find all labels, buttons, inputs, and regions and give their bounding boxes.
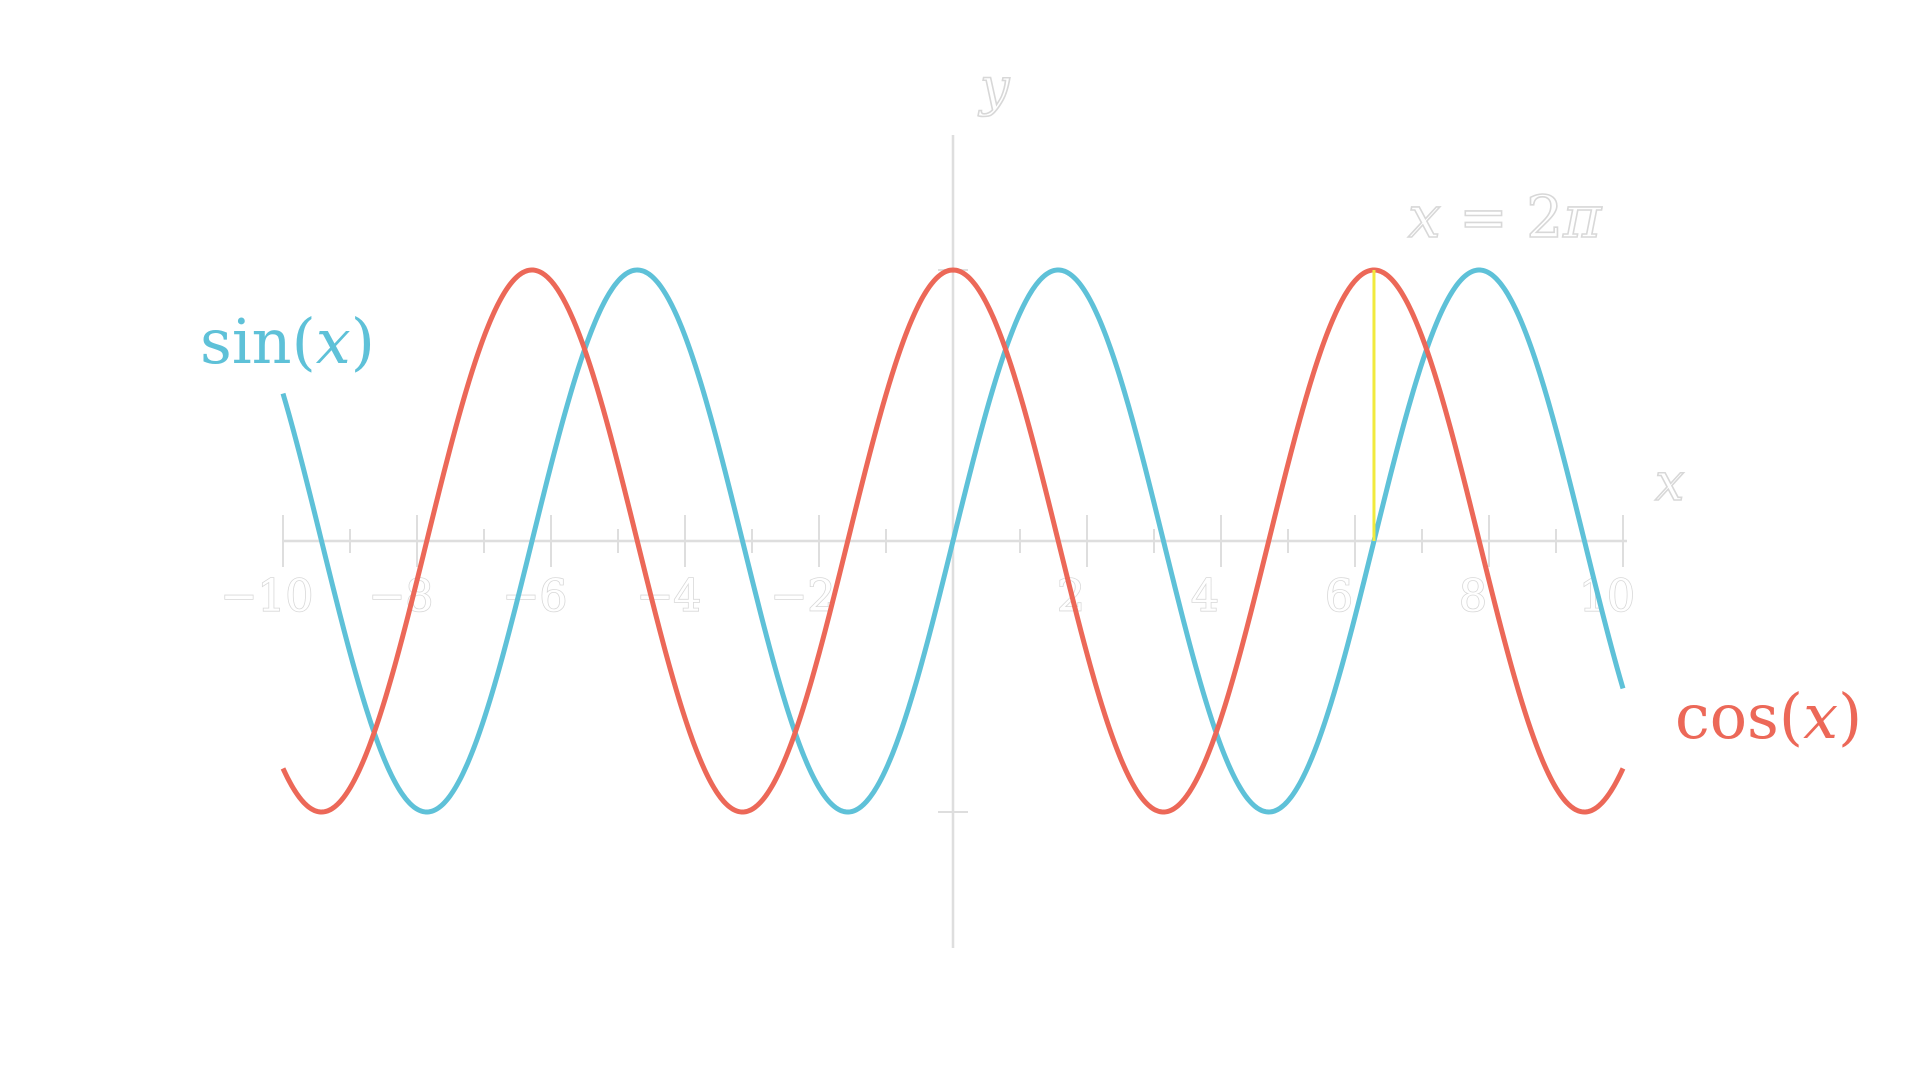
x-tick-label: −10	[221, 571, 314, 622]
cos-label-open: (	[1779, 680, 1803, 753]
cos-series-line	[280, 267, 1626, 815]
x-axis-label: x	[1655, 453, 1684, 513]
sin-series-label: sin(x)	[200, 305, 375, 378]
x-tick-label: 8	[1459, 571, 1487, 622]
cos-label-var: x	[1803, 680, 1838, 753]
x-tick-label: −8	[369, 571, 434, 622]
sin-label-close: )	[351, 305, 375, 378]
x-tick-label: 10	[1579, 571, 1635, 622]
annotation-label-eq: = 2	[1441, 183, 1563, 251]
x-tick-label: 2	[1057, 571, 1085, 622]
y-axis-label: y	[978, 58, 1010, 118]
x-ticks	[282, 515, 1624, 567]
cos-label-close: )	[1838, 680, 1862, 753]
x-tick-label: 4	[1191, 571, 1219, 622]
x-tick-label: −2	[771, 571, 836, 622]
cos-series-label: cos(x)	[1675, 680, 1862, 753]
cos-label-fn: cos	[1675, 680, 1779, 753]
sin-label-fn: sin	[200, 305, 292, 378]
sin-label-var: x	[316, 305, 351, 378]
series-layer	[280, 267, 1626, 815]
x-tick-label: 6	[1325, 571, 1353, 622]
annotation-label-pi: π	[1562, 183, 1602, 251]
sin-series-line	[280, 267, 1626, 815]
x-tick-labels: −10 −8 −6 −4 −2 2 4 6 8 10	[220, 570, 1636, 623]
x-equals-2pi-label: x = 2π	[1408, 183, 1602, 251]
axes: −10 −8 −6 −4 −2 2 4 6 8 10	[220, 135, 1636, 948]
sin-label-open: (	[292, 305, 316, 378]
annotation-label-var: x	[1408, 183, 1441, 251]
